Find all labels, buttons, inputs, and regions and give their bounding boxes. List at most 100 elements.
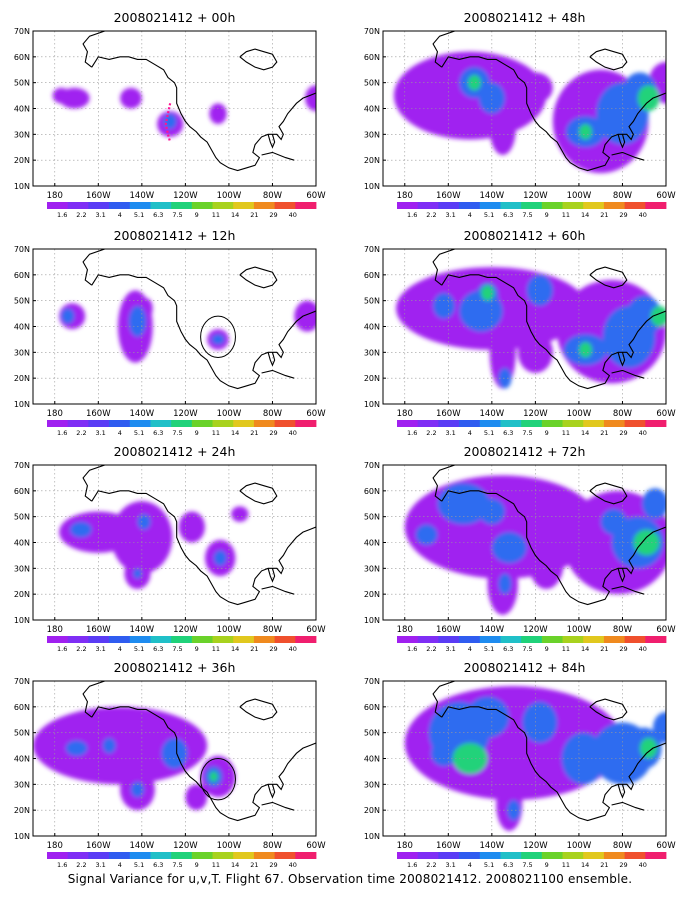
lon-tick-label: 160W <box>86 191 111 201</box>
colorbar-label: 6.3 <box>503 861 513 869</box>
colorbar-swatch <box>583 636 605 643</box>
lat-tick-label: 60N <box>364 487 380 496</box>
colorbar-label: 11 <box>562 211 570 219</box>
map-panel: 2008021412 + 72h 10N 20N 30N 40N 50N 60N 70N 180… <box>364 444 676 653</box>
lon-tick-label: 80W <box>263 409 283 419</box>
colorbar-swatch <box>47 202 69 209</box>
lon-tick-label: 100W <box>567 841 592 851</box>
lon-tick-label: 120W <box>523 191 548 201</box>
colorbar-label: 11 <box>212 211 220 219</box>
colorbar-swatch <box>479 202 501 209</box>
lat-tick-label: 30N <box>364 564 380 573</box>
variance-blob <box>498 573 512 595</box>
colorbar-swatch <box>171 852 193 859</box>
colorbar-swatch <box>109 636 131 643</box>
colorbar-swatch <box>459 202 481 209</box>
colorbar-swatch <box>233 202 255 209</box>
colorbar-swatch <box>212 636 234 643</box>
coastline <box>82 31 316 172</box>
colorbar-label: 5.1 <box>484 645 494 653</box>
variance-blob <box>633 529 660 556</box>
variance-field <box>393 51 666 174</box>
colorbar-swatch <box>295 420 317 427</box>
colorbar-label: 5.1 <box>484 211 494 219</box>
colorbar-label: 5.1 <box>484 861 494 869</box>
colorbar-swatch <box>500 636 522 643</box>
lon-tick-label: 80W <box>613 625 633 635</box>
target-circle <box>200 758 236 801</box>
map-panel: 2008021412 + 60h 10N 20N 30N 40N 50N 60N 70N 180… <box>364 228 676 437</box>
coastline <box>82 465 316 606</box>
lat-tick-label: 40N <box>14 323 30 332</box>
lon-tick-label: 180 <box>47 191 63 201</box>
variance-blob <box>478 498 505 525</box>
colorbar-label: 1.6 <box>407 211 417 219</box>
colorbar-label: 4 <box>118 861 122 869</box>
lon-tick-label: 140W <box>480 191 505 201</box>
lat-tick-label: 40N <box>14 755 30 764</box>
colorbar-swatch <box>295 636 317 643</box>
lat-tick-label: 20N <box>14 156 30 165</box>
colorbar-swatch <box>109 852 131 859</box>
lat-tick-label: 50N <box>364 729 380 738</box>
colorbar-label: 2.2 <box>426 211 436 219</box>
colorbar-swatch <box>47 420 69 427</box>
colorbar-swatch <box>562 852 584 859</box>
lon-tick-label: 180 <box>47 841 63 851</box>
colorbar-swatch <box>417 202 439 209</box>
lon-tick-label: 160W <box>86 841 111 851</box>
lat-tick-label: 70N <box>14 245 30 254</box>
colorbar-swatch <box>171 636 193 643</box>
colorbar-label: 2.2 <box>426 861 436 869</box>
lon-tick-label: 140W <box>130 625 155 635</box>
colorbar-swatch <box>417 852 439 859</box>
colorbar-label: 7.5 <box>522 861 532 869</box>
lon-tick-label: 180 <box>397 625 413 635</box>
variance-blob <box>120 87 142 109</box>
lon-tick-label: 120W <box>523 841 548 851</box>
lon-tick-label: 80W <box>613 191 633 201</box>
lat-tick-label: 70N <box>14 461 30 470</box>
lat-tick-label: 40N <box>14 105 30 114</box>
colorbar-swatch <box>253 852 276 859</box>
colorbar-label: 3.1 <box>95 429 105 437</box>
colorbar-label: 1.6 <box>57 211 67 219</box>
colorbar-label: 4 <box>468 645 472 653</box>
lat-tick-label: 10N <box>14 832 30 841</box>
lon-tick-label: 160W <box>436 191 461 201</box>
colorbar-label: 5.1 <box>134 645 144 653</box>
variance-blob <box>467 74 481 91</box>
map-panel: 2008021412 + 12h 10N 20N 30N 40N 50N 60N 70N 180… <box>14 228 326 437</box>
colorbar-swatch <box>191 202 213 209</box>
colorbar-swatch <box>562 420 584 427</box>
variance-blob <box>489 103 516 155</box>
colorbar-label: 29 <box>269 211 277 219</box>
colorbar-label: 6.3 <box>153 645 163 653</box>
panel-title: 2008021412 + 72h <box>464 444 586 459</box>
colorbar-swatch <box>417 420 439 427</box>
variance-blob <box>498 367 512 389</box>
colorbar-label: 40 <box>639 861 647 869</box>
colorbar: 1.6 2.2 3.1 4 5.1 6.3 7.5 9 11 14 21 29 40 <box>397 852 667 869</box>
lon-tick-label: 60W <box>656 625 676 635</box>
target-circle <box>200 315 236 359</box>
colorbar-swatch <box>645 420 667 427</box>
variance-blob <box>70 521 92 538</box>
lon-tick-label: 120W <box>523 625 548 635</box>
variance-field <box>396 267 666 389</box>
colorbar-label: 2.2 <box>76 211 86 219</box>
variance-blob <box>422 529 431 540</box>
lon-tick-label: 100W <box>217 409 242 419</box>
colorbar-label: 9 <box>545 645 549 653</box>
colorbar-label: 6.3 <box>153 861 163 869</box>
variance-blob <box>130 781 145 798</box>
lat-tick-label: 20N <box>14 374 30 383</box>
figure-caption: Signal Variance for u,v,T. Flight 67. Ob… <box>67 872 633 886</box>
colorbar-swatch <box>212 420 234 427</box>
colorbar-label: 4 <box>118 429 122 437</box>
colorbar-swatch <box>47 636 69 643</box>
colorbar-label: 29 <box>619 429 627 437</box>
panel-title: 2008021412 + 36h <box>114 660 236 675</box>
coastline <box>82 681 316 822</box>
colorbar-swatch <box>603 420 626 427</box>
